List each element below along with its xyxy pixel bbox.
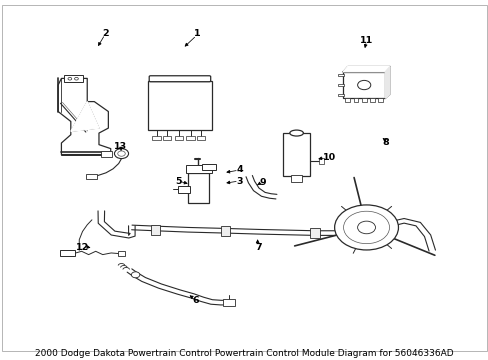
Text: 2: 2 — [102, 29, 109, 38]
Bar — [223, 299, 235, 306]
Polygon shape — [343, 67, 389, 72]
Text: 5: 5 — [175, 176, 182, 186]
Bar — [196, 136, 204, 140]
Bar — [290, 175, 302, 182]
Bar — [378, 98, 382, 102]
Polygon shape — [71, 102, 99, 131]
Bar — [150, 225, 160, 235]
Bar — [185, 165, 211, 174]
Text: 8: 8 — [381, 139, 388, 148]
Text: 10: 10 — [322, 153, 335, 162]
Bar — [338, 74, 344, 76]
Bar — [163, 136, 171, 140]
Bar — [283, 133, 309, 176]
Text: 12: 12 — [76, 243, 89, 252]
Text: 13: 13 — [113, 142, 126, 151]
Text: 3: 3 — [236, 176, 243, 186]
Circle shape — [357, 80, 370, 90]
Bar — [202, 163, 216, 170]
Bar — [345, 98, 349, 102]
Circle shape — [334, 205, 398, 250]
Bar — [178, 186, 189, 193]
Bar — [221, 226, 230, 237]
Bar — [186, 136, 194, 140]
Circle shape — [118, 151, 125, 156]
Bar — [318, 158, 324, 164]
Bar — [152, 136, 161, 140]
Bar — [338, 84, 344, 86]
Bar — [309, 228, 319, 238]
Text: 9: 9 — [260, 178, 266, 187]
Circle shape — [114, 149, 128, 158]
Circle shape — [131, 272, 140, 278]
Text: 6: 6 — [191, 296, 198, 305]
FancyBboxPatch shape — [149, 76, 210, 82]
Circle shape — [74, 77, 78, 80]
Bar — [369, 98, 374, 102]
Polygon shape — [385, 67, 389, 98]
Bar — [61, 250, 74, 256]
Bar — [118, 251, 125, 256]
Bar — [148, 81, 211, 130]
Circle shape — [343, 211, 389, 244]
Text: 1: 1 — [194, 29, 201, 38]
Circle shape — [68, 77, 72, 80]
Text: 11: 11 — [359, 36, 372, 45]
Bar — [343, 72, 385, 98]
Bar — [63, 75, 82, 82]
Text: 4: 4 — [236, 165, 243, 174]
Bar — [86, 174, 97, 179]
Text: 2000 Dodge Dakota Powertrain Control Powertrain Control Module Diagram for 56046: 2000 Dodge Dakota Powertrain Control Pow… — [35, 349, 453, 358]
Bar — [101, 150, 111, 157]
Bar — [338, 94, 344, 96]
Circle shape — [357, 221, 375, 234]
Text: 7: 7 — [255, 243, 262, 252]
Bar — [174, 136, 183, 140]
Ellipse shape — [289, 130, 303, 136]
Bar — [188, 174, 209, 203]
Bar — [361, 98, 366, 102]
Bar — [353, 98, 358, 102]
